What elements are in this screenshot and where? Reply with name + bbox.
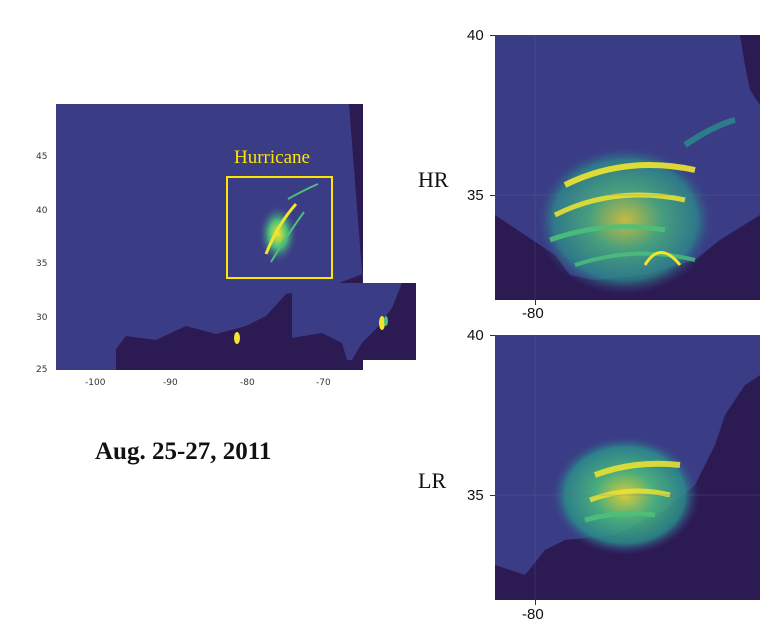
- overview-xtick: -80: [240, 378, 255, 388]
- lr-label: LR: [418, 468, 447, 493]
- date-caption: Aug. 25-27, 2011: [95, 438, 272, 465]
- lr-xtick: -80: [522, 606, 544, 623]
- hr-xtick: -80: [522, 305, 544, 322]
- hr-land: [495, 215, 760, 300]
- hr-map-image: [495, 35, 760, 300]
- hr-label: HR: [418, 167, 449, 192]
- lr-map: [495, 335, 760, 600]
- hurricane-box: [226, 176, 333, 279]
- overview-ytick: 40: [36, 206, 48, 216]
- lr-land: [495, 375, 760, 600]
- overview-ytick: 30: [36, 313, 48, 323]
- hr-ytick: 40: [467, 27, 484, 44]
- overview-ytick: 35: [36, 259, 48, 269]
- overview-xtick: -70: [316, 378, 331, 388]
- lr-ytick: 40: [467, 327, 484, 344]
- lr-map-image: [495, 335, 760, 600]
- hr-ytick: 35: [467, 187, 484, 204]
- overview-ytick: 25: [36, 365, 48, 375]
- inset-map-image: [292, 283, 416, 360]
- hr-rain-field: [535, 145, 715, 295]
- overview-xtick: -100: [85, 378, 106, 388]
- overview-xtick: -90: [163, 378, 178, 388]
- hurricane-annotation: Hurricane: [234, 147, 310, 168]
- hr-map: [495, 35, 760, 300]
- inset-map: [292, 283, 416, 360]
- lr-ytick: 35: [467, 487, 484, 504]
- overview-ytick: 45: [36, 152, 48, 162]
